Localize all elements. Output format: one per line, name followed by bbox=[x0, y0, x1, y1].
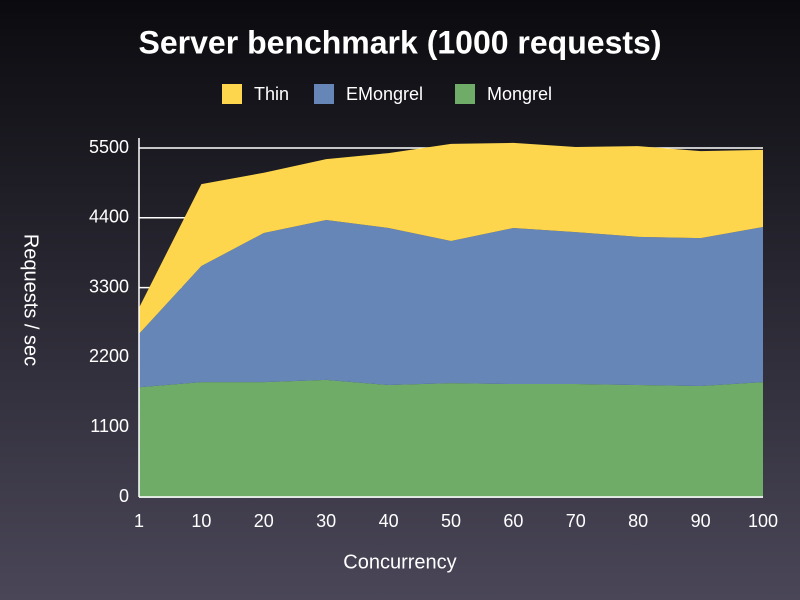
area bbox=[139, 379, 763, 497]
y-tick-label: 3300 bbox=[89, 276, 129, 296]
x-tick-label: 10 bbox=[191, 511, 211, 531]
x-tick-label: 40 bbox=[379, 511, 399, 531]
y-tick-label: 2200 bbox=[89, 346, 129, 366]
y-axis-label: Requests / sec bbox=[20, 234, 42, 366]
x-tick-label: 70 bbox=[566, 511, 586, 531]
y-tick-label: 4400 bbox=[89, 207, 129, 227]
x-tick-label: 90 bbox=[691, 511, 711, 531]
legend-label: Mongrel bbox=[487, 84, 552, 104]
x-axis-label: Concurrency bbox=[343, 551, 456, 573]
x-tick-label: 20 bbox=[254, 511, 274, 531]
x-tick-label: 60 bbox=[503, 511, 523, 531]
legend-label: Thin bbox=[254, 84, 289, 104]
x-tick-label: 30 bbox=[316, 511, 336, 531]
y-tick-label: 0 bbox=[119, 486, 129, 506]
x-tick-label: 1 bbox=[134, 511, 144, 531]
area bbox=[139, 142, 763, 334]
x-tick-label: 100 bbox=[748, 511, 778, 531]
area bbox=[139, 220, 763, 388]
y-tick-label: 1100 bbox=[90, 416, 129, 436]
x-tick-label: 50 bbox=[441, 511, 461, 531]
legend-label: EMongrel bbox=[346, 84, 423, 104]
legend-swatch bbox=[222, 84, 242, 104]
chart-title: Server benchmark (1000 requests) bbox=[139, 24, 662, 60]
legend-swatch bbox=[314, 84, 334, 104]
y-tick-label: 5500 bbox=[89, 137, 129, 157]
x-tick-label: 80 bbox=[628, 511, 648, 531]
legend-swatch bbox=[455, 84, 475, 104]
